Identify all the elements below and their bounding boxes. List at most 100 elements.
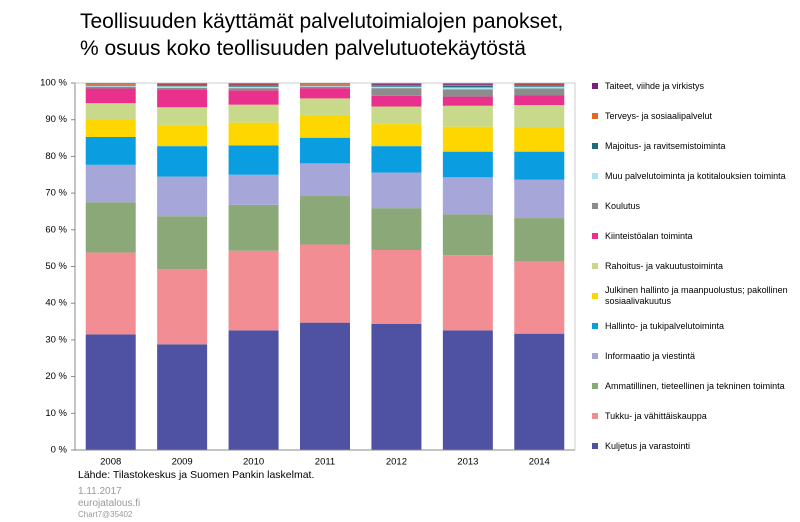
legend-item: Terveys- ja sosiaalipalvelut	[592, 101, 797, 131]
legend-swatch	[592, 233, 598, 239]
website: eurojatalous.fi	[78, 498, 141, 509]
legend-item: Taiteet, viihde ja virkistys	[592, 71, 797, 101]
legend-item: Rahoitus- ja vakuutustoiminta	[592, 251, 797, 281]
legend-item: Hallinto- ja tukipalvelutoiminta	[592, 311, 797, 341]
bar-segment	[514, 95, 565, 106]
legend-swatch	[592, 263, 598, 269]
bar-segment	[157, 146, 208, 177]
bar-segment	[300, 83, 350, 85]
bar-segment	[371, 124, 422, 147]
legend-swatch	[592, 293, 598, 299]
chart-id: Chart7@35402	[78, 510, 133, 519]
bar-segment	[514, 127, 565, 152]
legend-swatch	[592, 143, 598, 149]
legend-swatch	[592, 383, 598, 389]
legend-swatch	[592, 353, 598, 359]
bar-segment	[300, 322, 350, 450]
bar-segment	[300, 88, 350, 99]
source: Lähde: Tilastokeskus ja Suomen Pankin la…	[78, 469, 315, 481]
bar-segment	[228, 145, 279, 175]
bar-segment	[442, 330, 493, 450]
bar-segment	[228, 104, 279, 123]
legend-swatch	[592, 203, 598, 209]
bar-segment	[514, 260, 565, 334]
legend-label: Kuljetus ja varastointi	[605, 440, 691, 451]
legend-label: Informaatio ja viestintä	[605, 350, 696, 361]
y-tick-label: 80 %	[45, 151, 67, 162]
bar-segment	[371, 85, 422, 87]
bar-segment	[228, 250, 279, 331]
legend-label: Koulutus	[605, 200, 641, 211]
bar-segment	[157, 87, 208, 90]
legend-item: Ammatillinen, tieteellinen ja tekninen t…	[592, 371, 797, 401]
legend-swatch	[592, 173, 598, 179]
bar-segment	[228, 84, 279, 86]
chart-title: Teollisuuden käyttämät palvelutoimialoje…	[80, 10, 564, 60]
bar-segment	[228, 330, 279, 450]
bar-segment	[157, 176, 208, 217]
legend-label: Ammatillinen, tieteellinen ja tekninen t…	[605, 380, 785, 391]
bar-segment	[228, 86, 279, 89]
y-tick-label: 60 %	[45, 224, 67, 235]
bar-segment	[228, 204, 279, 251]
bar-segment	[228, 88, 279, 91]
y-tick-label: 100 %	[40, 78, 67, 89]
legend-swatch	[592, 413, 598, 419]
bar-segment	[514, 86, 565, 89]
bar-segment	[85, 252, 136, 335]
bar-segment	[228, 122, 279, 146]
bar-segment	[85, 85, 136, 87]
legend-label: Taiteet, viihde ja virkistys	[605, 80, 705, 91]
legend: Taiteet, viihde ja virkistys Terveys- ja …	[592, 71, 797, 461]
bar-segment	[442, 85, 493, 88]
bar-segment	[228, 174, 279, 205]
bar-segment	[371, 88, 422, 96]
x-tick-label: 2013	[457, 457, 478, 468]
bar-segment	[442, 151, 493, 178]
bar-segment	[514, 105, 565, 128]
bar-segment	[514, 83, 565, 85]
bar-segment	[442, 87, 493, 90]
y-tick-label: 0 %	[51, 445, 68, 456]
bar-segment	[85, 88, 136, 104]
bar-segment	[85, 334, 136, 450]
bar-segment	[371, 172, 422, 209]
legend-label: Muu palvelutoiminta ja kotitalouksien to…	[605, 170, 786, 181]
bar-segment	[514, 85, 565, 87]
bar-segment	[85, 202, 136, 253]
legend-item: Muu palvelutoiminta ja kotitalouksien to…	[592, 161, 797, 191]
legend-swatch	[592, 323, 598, 329]
bar-segment	[514, 179, 565, 219]
legend-label: Julkinen hallinto ja maanpuolustus; pako…	[605, 285, 788, 306]
legend-label: Majoitus- ja ravitsemistoiminta	[605, 140, 726, 151]
bar-segment	[157, 84, 208, 86]
bar-segment	[157, 107, 208, 126]
bar-segment	[85, 136, 136, 165]
bar-segment	[228, 85, 279, 87]
y-tick-label: 90 %	[45, 114, 67, 125]
bar-segment	[371, 83, 422, 85]
bar-segment	[300, 84, 350, 86]
bar-segment	[371, 86, 422, 89]
bar-segment	[300, 84, 350, 85]
bar-segment	[300, 244, 350, 323]
bar-segment	[514, 88, 565, 96]
bar-segment	[514, 84, 565, 86]
legend-swatch	[592, 83, 598, 89]
legend-item: Informaatio ja viestintä	[592, 341, 797, 371]
bar-segment	[300, 163, 350, 197]
legend-label: Kiinteistöalan toiminta	[605, 230, 693, 241]
legend-item: Koulutus	[592, 191, 797, 221]
bar-segment	[514, 218, 565, 261]
bar-segment	[228, 83, 279, 85]
bar-segment	[157, 344, 208, 450]
bar-segment	[514, 151, 565, 180]
y-tick-label: 40 %	[45, 298, 67, 309]
x-tick-label: 2009	[172, 457, 193, 468]
bar-segment	[85, 84, 136, 86]
x-tick-label: 2011	[315, 457, 335, 468]
bar-segment	[300, 114, 350, 138]
legend-label: Rahoitus- ja vakuutustoiminta	[605, 260, 724, 271]
bar-segment	[85, 103, 136, 119]
